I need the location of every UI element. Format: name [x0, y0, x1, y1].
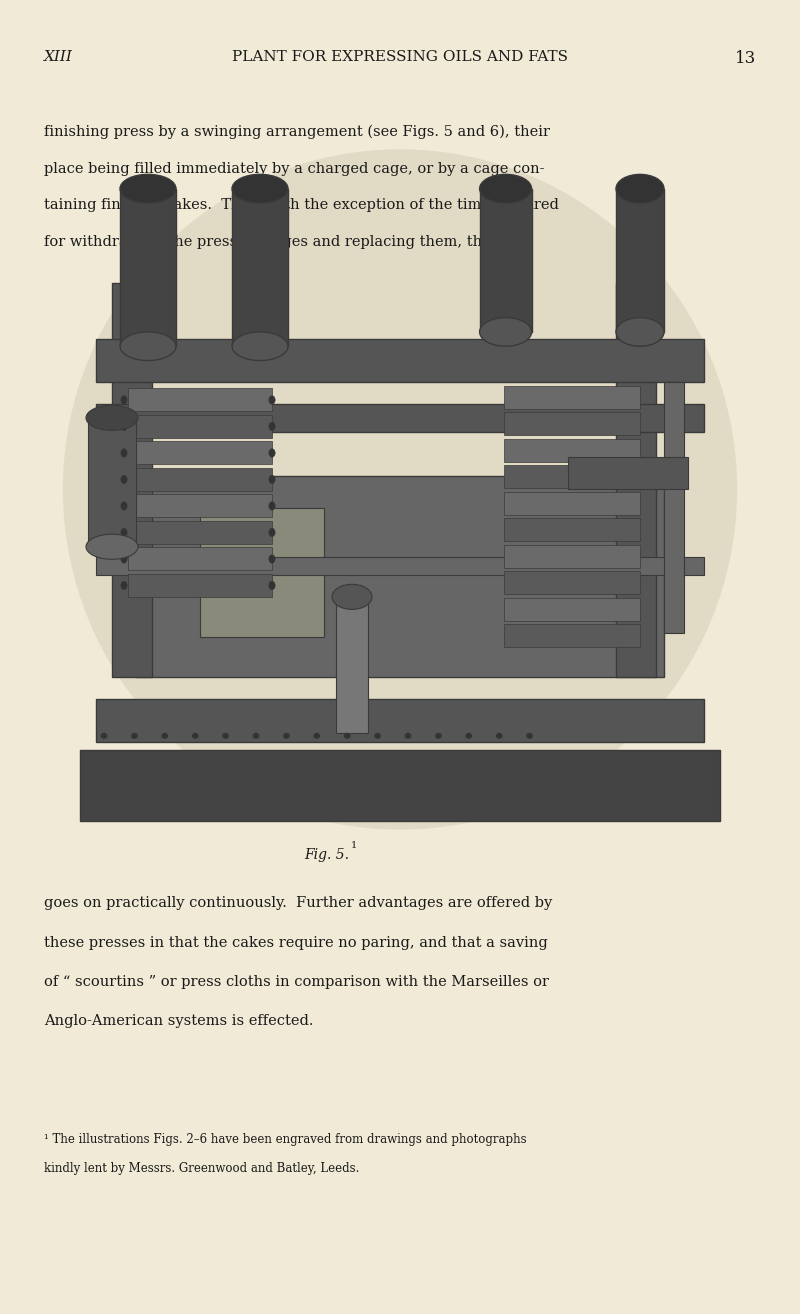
- Bar: [504, 518, 640, 541]
- Bar: [136, 476, 664, 677]
- Ellipse shape: [269, 502, 275, 510]
- Bar: [80, 749, 720, 821]
- Ellipse shape: [253, 733, 259, 738]
- Ellipse shape: [479, 175, 531, 202]
- Bar: [232, 189, 288, 347]
- Ellipse shape: [121, 581, 127, 590]
- Bar: [128, 468, 272, 491]
- Bar: [112, 283, 152, 677]
- Text: kindly lent by Messrs. Greenwood and Batley, Leeds.: kindly lent by Messrs. Greenwood and Bat…: [44, 1162, 359, 1175]
- Ellipse shape: [332, 585, 372, 610]
- Bar: [504, 598, 640, 620]
- Ellipse shape: [120, 332, 176, 360]
- Ellipse shape: [232, 332, 288, 360]
- Ellipse shape: [616, 318, 664, 346]
- Bar: [128, 548, 272, 570]
- Text: ¹ The illustrations Figs. 2–6 have been engraved from drawings and photographs: ¹ The illustrations Figs. 2–6 have been …: [44, 1133, 526, 1146]
- Bar: [96, 699, 704, 742]
- Ellipse shape: [232, 175, 288, 202]
- Bar: [616, 189, 664, 332]
- Ellipse shape: [63, 150, 737, 829]
- Bar: [480, 189, 532, 332]
- Bar: [504, 413, 640, 435]
- Bar: [128, 389, 272, 411]
- Bar: [128, 442, 272, 464]
- Ellipse shape: [269, 555, 275, 564]
- Ellipse shape: [479, 318, 531, 346]
- Ellipse shape: [526, 733, 533, 738]
- Text: for withdrawing the pressing cages and replacing them, the work: for withdrawing the pressing cages and r…: [44, 235, 533, 250]
- Text: finishing press by a swinging arrangement (see Figs. 5 and 6), their: finishing press by a swinging arrangemen…: [44, 125, 550, 139]
- Ellipse shape: [466, 733, 472, 738]
- Bar: [128, 415, 272, 438]
- Bar: [128, 574, 272, 597]
- Ellipse shape: [405, 733, 411, 738]
- Bar: [616, 283, 656, 677]
- Ellipse shape: [192, 733, 198, 738]
- Bar: [128, 494, 272, 518]
- Ellipse shape: [101, 733, 107, 738]
- Bar: [504, 385, 640, 409]
- Bar: [96, 557, 704, 576]
- Bar: [96, 339, 704, 382]
- Text: of “ scourtins ” or press cloths in comparison with the Marseilles or: of “ scourtins ” or press cloths in comp…: [44, 975, 549, 989]
- Ellipse shape: [269, 581, 275, 590]
- Bar: [120, 189, 176, 347]
- Ellipse shape: [269, 448, 275, 457]
- Ellipse shape: [269, 476, 275, 484]
- Bar: [88, 418, 136, 547]
- Ellipse shape: [283, 733, 290, 738]
- Ellipse shape: [120, 175, 176, 202]
- Ellipse shape: [121, 502, 127, 510]
- Ellipse shape: [344, 733, 350, 738]
- Bar: [504, 465, 640, 487]
- Ellipse shape: [269, 396, 275, 405]
- Ellipse shape: [616, 175, 664, 202]
- Text: 1: 1: [350, 841, 357, 850]
- Ellipse shape: [121, 396, 127, 405]
- Text: 13: 13: [734, 50, 756, 67]
- Ellipse shape: [162, 733, 168, 738]
- Ellipse shape: [269, 528, 275, 536]
- Bar: [504, 624, 640, 646]
- Text: PLANT FOR EXPRESSING OILS AND FATS: PLANT FOR EXPRESSING OILS AND FATS: [232, 50, 568, 64]
- Ellipse shape: [314, 733, 320, 738]
- Bar: [504, 491, 640, 515]
- Ellipse shape: [121, 555, 127, 564]
- Ellipse shape: [86, 405, 138, 431]
- Text: goes on practically continuously.  Further advantages are offered by: goes on practically continuously. Furthe…: [44, 896, 552, 911]
- Ellipse shape: [121, 422, 127, 431]
- Text: Anglo-American systems is effected.: Anglo-American systems is effected.: [44, 1014, 314, 1029]
- Ellipse shape: [435, 733, 442, 738]
- Ellipse shape: [86, 535, 138, 560]
- Bar: [336, 590, 368, 733]
- Ellipse shape: [121, 528, 127, 536]
- Bar: [504, 572, 640, 594]
- Ellipse shape: [222, 733, 229, 738]
- Bar: [504, 439, 640, 461]
- Ellipse shape: [121, 448, 127, 457]
- Text: XIII: XIII: [44, 50, 73, 64]
- Text: taining finished cakes.  Thus, with the exception of the time required: taining finished cakes. Thus, with the e…: [44, 198, 559, 213]
- Text: these presses in that the cakes require no paring, and that a saving: these presses in that the cakes require …: [44, 936, 548, 950]
- Ellipse shape: [121, 476, 127, 484]
- Bar: [96, 403, 704, 432]
- Ellipse shape: [374, 733, 381, 738]
- Ellipse shape: [496, 733, 502, 738]
- Text: Fig. 5.: Fig. 5.: [304, 848, 349, 862]
- Bar: [504, 544, 640, 568]
- Ellipse shape: [269, 422, 275, 431]
- Text: place being filled immediately by a charged cage, or by a cage con-: place being filled immediately by a char…: [44, 162, 545, 176]
- Bar: [200, 509, 324, 637]
- Ellipse shape: [131, 733, 138, 738]
- Bar: [664, 382, 684, 633]
- Bar: [568, 457, 688, 490]
- Bar: [128, 520, 272, 544]
